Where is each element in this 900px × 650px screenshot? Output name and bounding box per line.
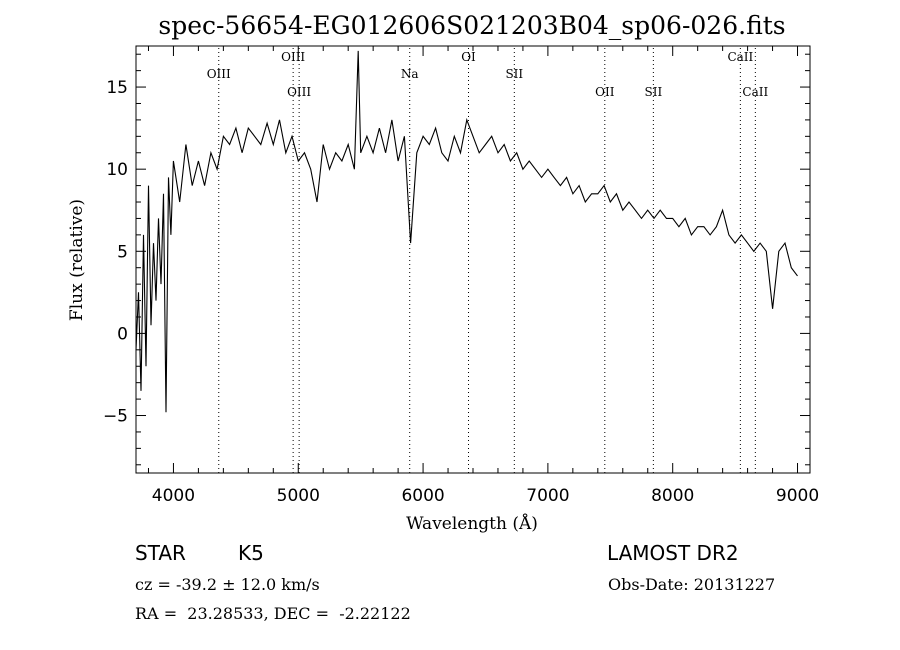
ra-dec: RA = 23.28533, DEC = -2.22122 (135, 604, 411, 623)
chart-title: spec-56654-EG012606S021203B04_sp06-026.f… (158, 11, 785, 40)
spectral-line-label-7: SII (645, 85, 663, 99)
plot-frame (135, 45, 811, 474)
y-tick-label-4: 15 (106, 78, 128, 98)
y-tick-label-2: 5 (117, 242, 128, 262)
y-axis-title: Flux (relative) (67, 199, 87, 321)
y-tick-label-1: 0 (117, 324, 128, 344)
survey-name: LAMOST DR2 (607, 541, 739, 565)
spectral-line-label-8: CaII (727, 50, 753, 64)
x-tick-label-1: 5000 (277, 486, 320, 506)
spectral-line-label-0: OIII (207, 67, 231, 81)
x-tick-label-0: 4000 (152, 486, 195, 506)
spectral-line-label-9: CaII (742, 85, 768, 99)
spectrum-line (135, 50, 798, 413)
spectral-line-label-4: OI (461, 50, 476, 64)
spectral-line-label-5: SII (505, 67, 523, 81)
spectral-line-label-1: OIII (281, 50, 305, 64)
x-tick-label-3: 7000 (526, 486, 569, 506)
object-class: STAR (135, 541, 186, 565)
spectral-line-markers: OIII OIII OIII Na OI SII OII SII CaII CaII (207, 48, 768, 473)
redshift-cz: cz = -39.2 ± 12.0 km/s (135, 575, 320, 594)
y-tick-label-3: 10 (106, 160, 128, 180)
x-axis-title: Wavelength (Å) (406, 513, 538, 534)
object-subclass: K5 (238, 541, 264, 565)
axes: 4000 5000 6000 7000 8000 9000 −5 0 5 10 15 (103, 45, 819, 506)
spectrum-series (135, 50, 798, 413)
x-tick-label-5: 9000 (776, 486, 819, 506)
x-tick-label-4: 8000 (651, 486, 694, 506)
spectral-line-label-3: Na (401, 67, 419, 81)
spectral-line-label-6: OII (595, 85, 615, 99)
observation-date: Obs-Date: 20131227 (608, 575, 776, 594)
y-tick-label-0: −5 (103, 407, 128, 427)
x-tick-label-2: 6000 (401, 486, 444, 506)
spectral-line-label-2: OIII (287, 85, 311, 99)
